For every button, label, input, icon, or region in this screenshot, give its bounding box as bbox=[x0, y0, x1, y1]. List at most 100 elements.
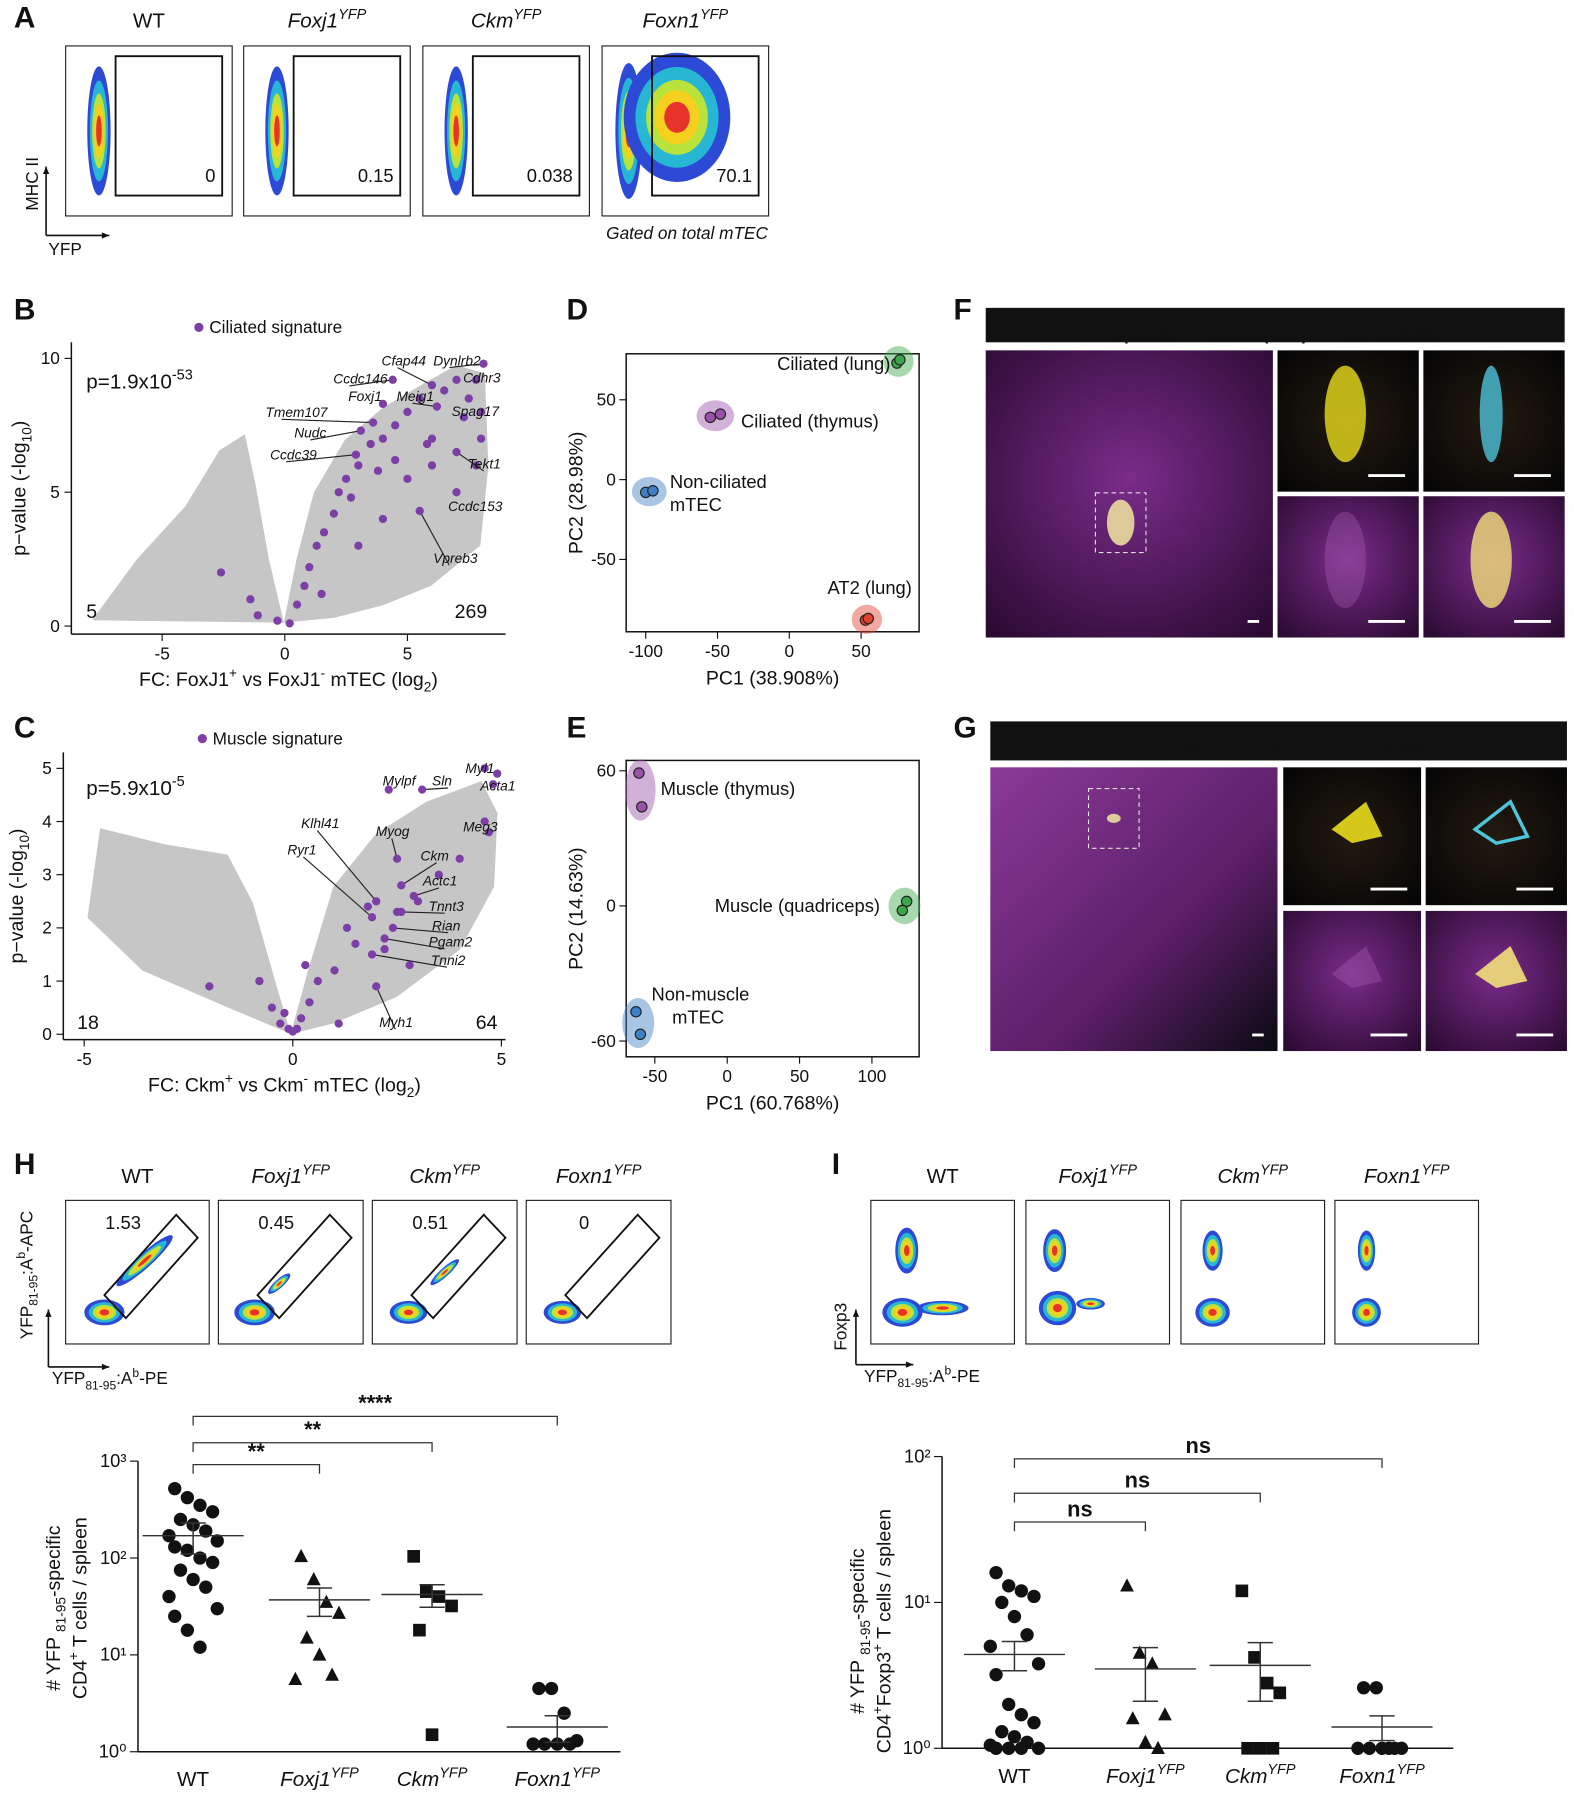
flow-plot-frame bbox=[525, 1199, 672, 1345]
y-axis-label-part: T cells / spleen bbox=[69, 1517, 91, 1652]
x-tick-label: 100 bbox=[858, 1066, 887, 1086]
labeled-gene bbox=[459, 413, 469, 422]
x-tick-label: -5 bbox=[154, 643, 169, 663]
leader-line bbox=[397, 367, 433, 386]
gate-value: 70.1 bbox=[716, 165, 752, 186]
y-axis-label-part: b bbox=[14, 1252, 28, 1259]
category-label-part: WT bbox=[998, 1765, 1030, 1788]
gene-label: Myog bbox=[376, 824, 410, 839]
cell-density bbox=[936, 1306, 949, 1310]
panel-letter: I bbox=[832, 1148, 840, 1181]
panel-letter: A bbox=[14, 2, 36, 35]
cell-density bbox=[897, 1308, 908, 1316]
sample-point bbox=[630, 1006, 642, 1018]
y-axis-label-part: 10 bbox=[19, 427, 34, 443]
signature-gene bbox=[354, 461, 363, 470]
labeled-gene bbox=[388, 923, 398, 933]
signature-gene bbox=[301, 960, 310, 970]
data-point bbox=[288, 1671, 303, 1686]
p-value-part: -5 bbox=[172, 774, 185, 790]
y-tick-label: 10⁰ bbox=[99, 1740, 127, 1761]
data-point bbox=[1351, 1741, 1365, 1755]
sample-title-part: Ckm bbox=[471, 10, 513, 33]
sample-title: Foxj1YFP bbox=[1058, 1162, 1137, 1188]
sample-title-part: WT bbox=[133, 10, 165, 33]
axis-arrow-head bbox=[45, 1309, 52, 1317]
labeled-gene bbox=[397, 881, 406, 890]
x-tick-label: 0 bbox=[288, 1049, 298, 1069]
x-tick-label: 5 bbox=[403, 643, 413, 663]
significance-label: ** bbox=[248, 1439, 265, 1464]
gene-label: Actc1 bbox=[422, 874, 457, 889]
leader-line bbox=[286, 454, 356, 463]
gate bbox=[410, 1213, 507, 1320]
sample-title: Foxn1YFP bbox=[643, 7, 729, 33]
y-tick-label: 10⁰ bbox=[903, 1737, 931, 1758]
sample-title-part: YFP bbox=[1109, 1162, 1137, 1178]
cell-density bbox=[453, 115, 459, 147]
data-point bbox=[1387, 1741, 1402, 1755]
data-point bbox=[168, 1540, 182, 1554]
data-point bbox=[1158, 1707, 1172, 1721]
cell-density bbox=[249, 1309, 260, 1316]
data-point bbox=[1248, 1651, 1261, 1664]
data-point bbox=[1132, 1645, 1147, 1659]
y-tick-label: 10 bbox=[41, 348, 60, 368]
data-point bbox=[1031, 1657, 1046, 1671]
x-tick-label: 50 bbox=[852, 641, 871, 661]
category-label-part: Ckm bbox=[1225, 1765, 1267, 1788]
sample-title-part: YFP bbox=[302, 1162, 330, 1178]
cell-density bbox=[441, 1269, 449, 1276]
signature-gene bbox=[313, 976, 322, 986]
data-point bbox=[162, 1589, 176, 1604]
y-tick-label: 2 bbox=[42, 918, 52, 938]
y-axis-label-part: ) bbox=[8, 421, 30, 428]
gate-value: 0.15 bbox=[358, 165, 394, 186]
signature-gene bbox=[366, 439, 375, 449]
panel-letter: D bbox=[566, 293, 588, 326]
gene-label: Ccdc146 bbox=[333, 372, 388, 387]
x-axis-label-part: -PE bbox=[139, 1368, 168, 1388]
x-axis-label-part: -PE bbox=[951, 1366, 980, 1386]
y-axis-label-part: p−value (-log bbox=[6, 850, 28, 963]
leader-line bbox=[413, 887, 440, 897]
stained-cell bbox=[1324, 365, 1366, 463]
signature-gene bbox=[292, 600, 302, 609]
signature-gene bbox=[317, 589, 326, 599]
gene-label: Meg3 bbox=[463, 820, 498, 835]
sample-title: WT bbox=[927, 1165, 959, 1188]
signature-gene bbox=[300, 581, 309, 591]
data-point bbox=[306, 1572, 321, 1586]
significance-label: ns bbox=[1125, 1468, 1150, 1493]
gene-label: Meig1 bbox=[396, 389, 434, 404]
y-tick-label: 3 bbox=[42, 864, 52, 884]
data-point bbox=[1007, 1609, 1022, 1624]
cell-density bbox=[1087, 1302, 1094, 1306]
data-point bbox=[1151, 1740, 1165, 1755]
y-axis-label: Foxp3 bbox=[831, 1303, 851, 1351]
data-point bbox=[995, 1595, 1009, 1610]
data-point bbox=[180, 1623, 195, 1637]
sample-title: Foxn1YFP bbox=[556, 1162, 642, 1188]
x-axis-label-part: + bbox=[225, 1071, 233, 1086]
gate-value: 0.038 bbox=[527, 165, 573, 186]
data-point bbox=[1138, 1734, 1153, 1749]
legend-marker bbox=[197, 734, 207, 744]
category-label-part: YFP bbox=[331, 1766, 359, 1782]
leader-line bbox=[384, 937, 445, 950]
category-label-part: Foxn1 bbox=[1339, 1765, 1396, 1788]
sample-title-part: YFP bbox=[700, 7, 728, 23]
y-tick-label: -60 bbox=[591, 1031, 616, 1051]
labeled-gene bbox=[479, 359, 488, 368]
significance-label: ns bbox=[1067, 1496, 1092, 1521]
sample-title-part: Ckm bbox=[1217, 1165, 1259, 1188]
category-label: Foxn1YFP bbox=[1339, 1762, 1425, 1788]
group-label: Non-ciliated bbox=[670, 471, 767, 492]
significance-label: ns bbox=[1185, 1433, 1210, 1458]
y-tick-label: -50 bbox=[591, 549, 616, 569]
signature-gene bbox=[334, 488, 343, 497]
legend-label: Muscle signature bbox=[213, 728, 343, 748]
y-axis-label: p−value (-log10) bbox=[8, 421, 34, 556]
signature-gene bbox=[378, 434, 388, 443]
signature-gene bbox=[415, 394, 424, 403]
